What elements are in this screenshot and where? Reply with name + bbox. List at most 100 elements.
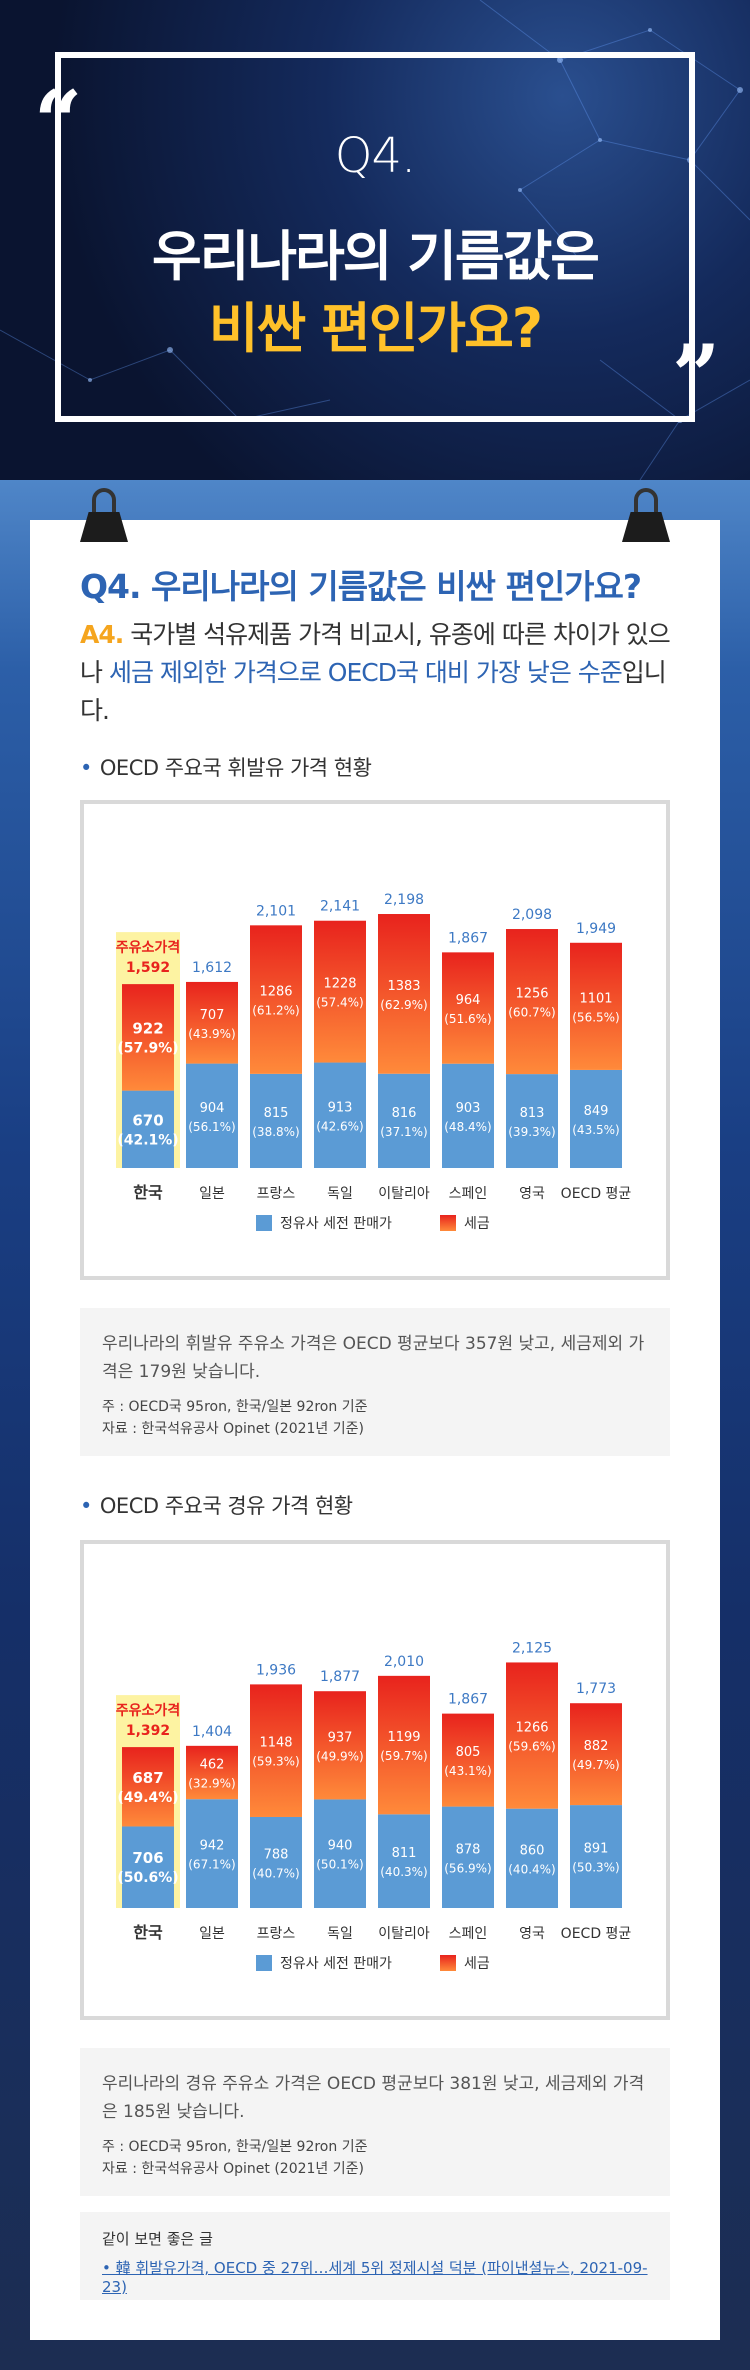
bar-tax <box>378 1675 430 1815</box>
bar-total-label: 2,010 <box>384 1654 424 1670</box>
bar-base <box>570 1805 622 1908</box>
bar-base <box>122 1090 174 1168</box>
bar-tax-value: 805 <box>456 1745 481 1760</box>
category-tick-label: 이탈리아 <box>378 1186 430 1202</box>
bar-base-value: 903 <box>456 1101 481 1116</box>
bar-tax-value: 937 <box>328 1730 353 1745</box>
bar-tax-value: 462 <box>200 1758 225 1773</box>
close-quote-icon: ” <box>672 326 721 425</box>
answer-text: A4. 국가별 석유제품 가격 비교시, 유종에 따른 차이가 있으나 세금 제… <box>80 616 680 730</box>
bar-base <box>186 1799 238 1908</box>
bar-base-value: 813 <box>520 1106 545 1121</box>
hero-title-line1: 우리나라의 기름값은 <box>152 225 600 288</box>
bar-base <box>314 1062 366 1168</box>
bar-base-percent: (50.6%) <box>117 1870 178 1886</box>
hero-banner <box>0 0 750 480</box>
category-tick-label: 영국 <box>519 1186 545 1202</box>
note-source: 자료 : 한국석유공사 Opinet (2021년 기준) <box>102 1421 364 1437</box>
bar-base <box>314 1799 366 1908</box>
note-footnote: 주 : OECD국 95ron, 한국/일본 92ron 기준 <box>102 2139 368 2155</box>
bar-tax <box>186 1745 238 1800</box>
bar-tax-percent: (43.9%) <box>188 1027 235 1041</box>
hero-title-line2: 비싼 편인가요? <box>208 297 543 360</box>
bar-base-percent: (42.6%) <box>316 1119 363 1133</box>
related-article-link[interactable]: • 韓 휘발유가격, OECD 중 27위…세계 5위 정제시설 덕분 (파이낸… <box>102 2259 648 2296</box>
bar-base-value: 816 <box>392 1106 417 1121</box>
bar-tax <box>314 920 366 1063</box>
bar-total-label: 1,773 <box>576 1681 616 1697</box>
bar-total-label: 2,198 <box>384 892 424 908</box>
category-tick-label: OECD 평균 <box>561 1926 632 1942</box>
answer-text-1: 국가별 석유제품 가격 비교시, 유종에 따른 차이가 있으나 <box>80 620 671 687</box>
bar-tax-percent: (32.9%) <box>188 1777 235 1791</box>
bar-base <box>506 1808 558 1908</box>
legend-swatch-tax <box>440 1215 456 1231</box>
category-tick-label: 프랑스 <box>257 1926 296 1942</box>
category-tick-label: 독일 <box>327 1186 353 1202</box>
bar-base <box>186 1063 238 1168</box>
bar-tax-value: 882 <box>584 1739 609 1754</box>
bullet-icon: • <box>80 756 92 780</box>
category-tick-label: 이탈리아 <box>378 1926 430 1942</box>
bar-base-value: 815 <box>264 1106 289 1121</box>
legend-label-tax: 세금 <box>464 1956 490 1972</box>
bar-base-value: 891 <box>584 1842 609 1857</box>
bar-tax-percent: (59.3%) <box>252 1755 299 1769</box>
category-tick-label: 영국 <box>519 1926 545 1942</box>
bar-tax <box>442 1713 494 1807</box>
gasoline-chart-svg: 670 (42.1%) 922 (57.9%) 주유소가격 1,592 한국 904 (56.1… <box>116 892 632 1232</box>
bar-tax-percent: (57.9%) <box>117 1040 178 1056</box>
category-tick-label: OECD 평균 <box>561 1186 632 1202</box>
bar-base-value: 913 <box>328 1100 353 1115</box>
answer-text-2: 입니다. <box>80 658 667 725</box>
bar-total-label: 1,404 <box>192 1724 232 1740</box>
bar-total-label: 2,125 <box>512 1640 552 1656</box>
bar-tax-percent: (51.6%) <box>444 1012 491 1026</box>
category-tick-label: 한국 <box>133 1183 163 1202</box>
bar-base <box>442 1063 494 1168</box>
bar-tax <box>506 929 558 1075</box>
bar-base-value: 788 <box>264 1847 289 1862</box>
diesel-chart: 706 (50.6%) 687 (49.4%) 주유소가격 1,392 한국 942 (67.1… <box>80 1540 670 2020</box>
bar-total-label: 1,936 <box>256 1662 296 1678</box>
bar-base-percent: (50.3%) <box>572 1861 619 1875</box>
bar-tax-value: 1383 <box>387 979 420 994</box>
note-source: 자료 : 한국석유공사 Opinet (2021년 기준) <box>102 2161 364 2177</box>
highlight-label: 주유소가격 <box>116 1702 180 1719</box>
bar-tax <box>122 984 174 1091</box>
bar-total-label: 2,141 <box>320 899 360 915</box>
note-footnote: 주 : OECD국 95ron, 한국/일본 92ron 기준 <box>102 1399 368 1415</box>
bar-base <box>378 1814 430 1908</box>
bar-base-value: 706 <box>132 1849 163 1867</box>
section-title-text: OECD 주요국 경유 가격 현황 <box>99 1494 353 1518</box>
bar-tax-value: 707 <box>200 1008 225 1023</box>
binder-clip-icon <box>80 488 128 542</box>
bar-tax-value: 1286 <box>259 985 292 1000</box>
bar-base-percent: (40.4%) <box>508 1862 555 1876</box>
bar-base-value: 942 <box>200 1839 225 1854</box>
category-tick-label: 일본 <box>199 1926 225 1942</box>
legend-label-base: 정유사 세전 판매가 <box>280 1216 392 1232</box>
bar-base-value: 849 <box>584 1104 609 1119</box>
bar-base <box>378 1073 430 1168</box>
bar-base <box>122 1826 174 1908</box>
legend-swatch-base <box>256 1215 272 1231</box>
bar-base <box>250 1073 302 1168</box>
bar-tax-percent: (60.7%) <box>508 1006 555 1020</box>
bar-base-percent: (67.1%) <box>188 1858 235 1872</box>
bar-tax-percent: (56.5%) <box>572 1010 619 1024</box>
bar-tax-value: 1266 <box>515 1721 548 1736</box>
bar-tax <box>186 981 238 1064</box>
bar-tax-percent: (61.2%) <box>252 1004 299 1018</box>
related-articles-box: 같이 보면 좋은 글 • 韓 휘발유가격, OECD 중 27위…세계 5위 정… <box>80 2212 670 2300</box>
bar-base-percent: (37.1%) <box>380 1125 427 1139</box>
bar-base-value: 904 <box>200 1101 225 1116</box>
bar-base-percent: (38.8%) <box>252 1125 299 1139</box>
category-tick-label: 독일 <box>327 1926 353 1942</box>
bar-tax <box>506 1662 558 1809</box>
section-title-text: OECD 주요국 휘발유 가격 현황 <box>99 756 372 780</box>
bar-tax <box>250 925 302 1074</box>
related-heading: 같이 보면 좋은 글 <box>102 2230 213 2248</box>
bar-tax-percent: (59.6%) <box>508 1740 555 1754</box>
bar-tax-value: 922 <box>132 1019 163 1037</box>
